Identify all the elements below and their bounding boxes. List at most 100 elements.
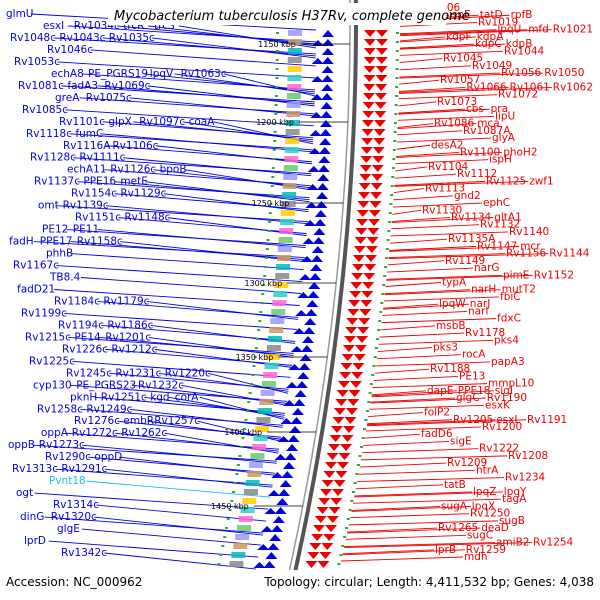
leader-line xyxy=(375,361,491,367)
gc-marker xyxy=(260,302,264,304)
forward-feature xyxy=(314,219,327,226)
leader-line xyxy=(386,274,503,280)
annotation-box xyxy=(284,147,299,153)
gene-label-reverse: Rv1144 xyxy=(549,248,590,260)
reverse-feature xyxy=(358,192,371,199)
forward-feature xyxy=(310,255,323,262)
reverse-feature xyxy=(336,462,349,469)
gc-marker xyxy=(270,194,274,196)
gene-label-forward: Rv1272c xyxy=(72,427,118,439)
gene-label-forward: Rv1075c xyxy=(86,92,132,104)
gene-label-reverse: Rv1057 xyxy=(440,74,480,86)
leader-line xyxy=(386,274,533,281)
leader-line xyxy=(56,265,303,282)
gene-label-forward: Rv1201c xyxy=(105,331,151,343)
forward-feature xyxy=(272,516,285,523)
forward-feature xyxy=(321,84,334,91)
leader-line xyxy=(398,87,509,93)
leader-line xyxy=(104,169,311,187)
leader-line xyxy=(390,231,509,237)
leader-line xyxy=(104,468,273,488)
gene-label-forward: embR xyxy=(123,415,154,427)
forward-feature xyxy=(267,543,280,550)
gc-marker xyxy=(385,248,389,250)
gene-label-forward: Rv1137c xyxy=(34,176,80,188)
leader-line xyxy=(357,477,505,482)
gene-label-reverse: glgC xyxy=(456,392,480,404)
leader-line xyxy=(382,310,468,316)
gene-label-reverse: lpqY xyxy=(504,486,527,498)
gc-marker xyxy=(275,86,279,88)
gc-marker xyxy=(232,491,236,493)
leader-line xyxy=(97,301,299,318)
reverse-feature xyxy=(314,516,327,523)
reverse-feature xyxy=(324,525,337,532)
gc-marker xyxy=(388,221,392,223)
annotation-box xyxy=(235,534,250,540)
leader-line xyxy=(65,432,280,450)
annotation-box xyxy=(273,291,288,297)
gc-marker xyxy=(224,527,228,529)
leader-line xyxy=(344,542,496,548)
forward-feature xyxy=(310,94,323,100)
leader-line xyxy=(392,202,483,208)
forward-feature xyxy=(321,75,334,82)
gene-label-reverse: pks4 xyxy=(494,334,519,346)
gene-label-reverse: typA xyxy=(442,277,467,289)
gene-label-reverse: lpqX xyxy=(472,500,495,512)
reverse-feature xyxy=(367,228,380,235)
gene-label-forward: Rv1212c xyxy=(111,343,157,355)
reverse-feature xyxy=(323,534,336,541)
leader-line xyxy=(389,245,520,252)
gene-label-reverse: Rv1050 xyxy=(544,67,584,79)
gene-label-forward: Rv1154c xyxy=(71,188,117,200)
gc-marker xyxy=(248,392,252,394)
annotation-box xyxy=(282,192,297,198)
forward-feature xyxy=(283,400,296,406)
reverse-feature xyxy=(346,318,359,325)
reverse-feature xyxy=(311,534,324,541)
scale-label: 1200 kbp xyxy=(256,118,294,127)
leader-line xyxy=(392,209,422,215)
gene-label-reverse: fbiC xyxy=(500,291,521,303)
forward-feature xyxy=(288,364,301,370)
gc-marker xyxy=(256,338,260,340)
forward-feature xyxy=(309,273,322,280)
reverse-feature xyxy=(321,543,334,550)
gene-label-forward: Rv1215c xyxy=(25,331,71,343)
gene-label-reverse: Rv1156 xyxy=(506,248,547,260)
forward-feature xyxy=(313,228,326,235)
reverse-feature xyxy=(332,489,345,496)
gc-marker xyxy=(243,428,247,430)
gene-label-reverse: Rv1086 xyxy=(434,118,475,130)
gene-label-forward: dinG xyxy=(20,511,44,523)
forward-feature xyxy=(300,256,313,262)
gc-marker xyxy=(275,32,279,34)
gc-marker xyxy=(390,185,394,187)
reverse-feature xyxy=(363,273,376,280)
annotation-box xyxy=(231,552,246,558)
leader-line xyxy=(399,72,544,79)
forward-feature xyxy=(311,58,324,64)
forward-feature xyxy=(290,346,303,352)
gene-label-reverse: Rv1112 xyxy=(457,168,497,180)
reverse-feature xyxy=(353,246,366,253)
leader-line xyxy=(163,193,309,213)
gc-marker xyxy=(228,509,232,511)
leader-line xyxy=(56,205,308,223)
forward-feature xyxy=(282,462,295,469)
leader-line xyxy=(384,289,471,295)
gc-marker xyxy=(240,446,244,448)
gc-marker xyxy=(269,203,273,205)
gc-marker xyxy=(387,230,391,232)
gene-label-forward: PPE17 xyxy=(40,236,73,248)
forward-feature xyxy=(305,309,318,316)
gene-label-forward: Rv1245c xyxy=(66,367,112,379)
gene-label-reverse: mdh xyxy=(464,551,488,563)
reverse-feature xyxy=(312,525,325,532)
forward-feature xyxy=(269,534,282,541)
backbone-inner xyxy=(281,0,351,600)
gene-label-forward: PE_PGRS19 xyxy=(88,68,148,80)
leader-line xyxy=(399,43,505,50)
gc-marker xyxy=(382,284,386,286)
